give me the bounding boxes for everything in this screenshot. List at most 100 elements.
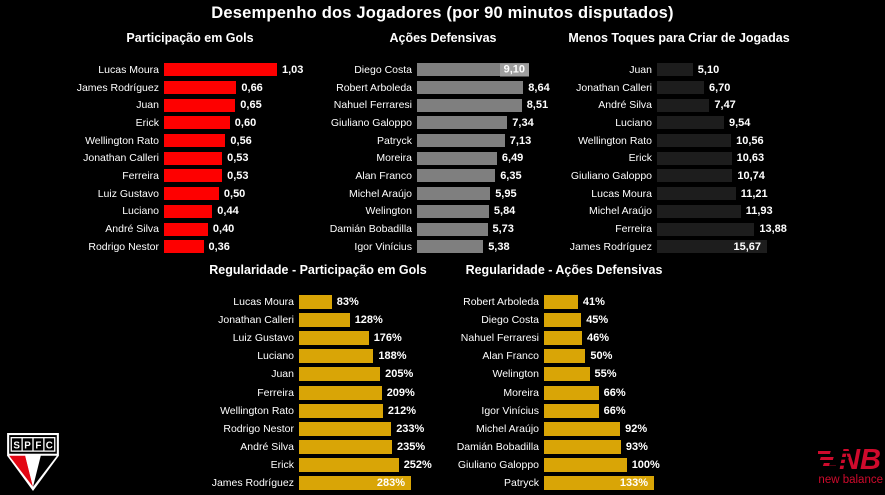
player-label: Wellington Rato <box>220 404 294 417</box>
bar[interactable] <box>544 421 621 436</box>
chart-title: Regularidade - Participação em Gols <box>209 263 427 277</box>
new-balance-logo: NB new balance <box>816 438 884 493</box>
value-label: 13,88 <box>759 223 787 236</box>
bar[interactable] <box>657 204 741 218</box>
bar[interactable] <box>417 81 524 95</box>
bar-row: Lucas Moura 11,21 <box>558 185 800 203</box>
bar[interactable] <box>417 151 497 165</box>
bar[interactable] <box>544 331 582 346</box>
bar[interactable] <box>299 367 381 382</box>
bar[interactable] <box>417 187 491 201</box>
bar[interactable] <box>657 134 732 148</box>
bar-row: André Silva 7,47 <box>558 96 800 114</box>
bar[interactable]: 15,67 <box>657 240 767 254</box>
bar[interactable] <box>657 187 736 201</box>
bar-row: Welington 55% <box>428 365 700 383</box>
player-label: Igor Vinícius <box>354 240 412 253</box>
player-label: Juan <box>629 63 652 76</box>
value-label: 5,38 <box>488 240 510 253</box>
bar[interactable] <box>657 169 733 183</box>
bar-row: Damián Bobadilla 5,73 <box>328 220 558 238</box>
chart-regularidade-gols: Regularidade - Participação em Gols Luca… <box>182 263 454 492</box>
bar[interactable] <box>657 222 755 236</box>
value-label: 5,95 <box>495 187 517 200</box>
value-label: 8,64 <box>528 81 550 94</box>
player-label: Michel Araújo <box>588 205 652 218</box>
value-label: 9,10 <box>499 63 529 77</box>
bar[interactable] <box>164 98 236 112</box>
bar-rows: Lucas Moura 83% Jonathan Calleri 128% Luiz G… <box>182 293 454 492</box>
chart-acoes-defensivas: Ações Defensivas Diego Costa 9,10 Robert A… <box>328 31 558 256</box>
bar-row: Juan 0,65 <box>55 96 325 114</box>
bar[interactable] <box>544 295 578 310</box>
bar[interactable] <box>417 240 484 254</box>
bar[interactable] <box>299 421 392 436</box>
bar-rows: Juan 5,10 Jonathan Calleri 6,70 André Silva 7… <box>558 61 800 256</box>
chart-title: Regularidade - Ações Defensivas <box>465 263 663 277</box>
bar[interactable] <box>164 116 230 130</box>
bar[interactable] <box>299 331 369 346</box>
player-label: Moreira <box>503 386 539 399</box>
bar[interactable] <box>417 134 505 148</box>
bar[interactable] <box>164 187 219 201</box>
bar[interactable] <box>417 204 489 218</box>
bar[interactable]: 283% <box>299 475 411 490</box>
player-label: Jonathan Calleri <box>83 152 159 165</box>
bar[interactable] <box>299 385 382 400</box>
bar-row: Erick 10,63 <box>558 149 800 167</box>
bar[interactable] <box>417 222 488 236</box>
bar[interactable] <box>544 385 599 400</box>
player-label: Welington <box>492 368 539 381</box>
value-label: 283% <box>376 476 405 489</box>
value-label: 46% <box>587 332 610 345</box>
bar[interactable] <box>657 151 732 165</box>
bar[interactable] <box>544 403 599 418</box>
bar[interactable] <box>544 367 590 382</box>
bar[interactable] <box>164 81 237 95</box>
bar[interactable] <box>657 116 724 130</box>
player-label: André Silva <box>105 223 159 236</box>
bar-row: Luciano 188% <box>182 347 454 365</box>
bar[interactable] <box>544 313 582 328</box>
bar[interactable] <box>299 403 383 418</box>
bar[interactable]: 133% <box>544 475 654 490</box>
bar[interactable] <box>417 116 508 130</box>
bar[interactable] <box>299 457 399 472</box>
bar[interactable] <box>417 98 522 112</box>
value-label: 133% <box>619 476 648 489</box>
bar[interactable] <box>164 204 213 218</box>
player-label: Robert Arboleda <box>463 296 539 309</box>
bar-row: Jonathan Calleri 0,53 <box>55 149 325 167</box>
bar[interactable] <box>164 240 204 254</box>
player-label: Michel Araújo <box>475 422 539 435</box>
player-label: Damián Bobadilla <box>456 440 539 453</box>
bar[interactable] <box>164 134 226 148</box>
player-label: Rodrigo Nestor <box>88 240 159 253</box>
value-label: 9,54 <box>729 116 751 129</box>
bar[interactable] <box>299 349 374 364</box>
bar[interactable] <box>299 439 392 454</box>
bar[interactable] <box>544 349 586 364</box>
bar[interactable] <box>164 222 208 236</box>
bar[interactable] <box>544 439 621 454</box>
player-label: Alan Franco <box>482 350 539 363</box>
value-label: 0,66 <box>241 81 263 94</box>
nb-wordmark: new balance <box>818 474 883 486</box>
bar[interactable] <box>299 313 350 328</box>
value-label: 235% <box>397 440 426 453</box>
player-label: Luciano <box>615 116 652 129</box>
bar[interactable] <box>164 169 223 183</box>
bar-row: Alan Franco 50% <box>428 347 700 365</box>
bar[interactable] <box>657 63 693 77</box>
player-label: Erick <box>270 458 294 471</box>
bar[interactable] <box>164 63 277 77</box>
bar[interactable] <box>657 98 710 112</box>
bar-row: Patryck 7,13 <box>328 132 558 150</box>
bar[interactable] <box>544 457 627 472</box>
bar[interactable] <box>417 169 496 183</box>
bar[interactable] <box>657 81 704 95</box>
player-label: Giuliano Galoppo <box>570 169 652 182</box>
bar[interactable] <box>164 151 223 165</box>
bar[interactable] <box>299 295 332 310</box>
bar[interactable]: 9,10 <box>417 63 529 77</box>
